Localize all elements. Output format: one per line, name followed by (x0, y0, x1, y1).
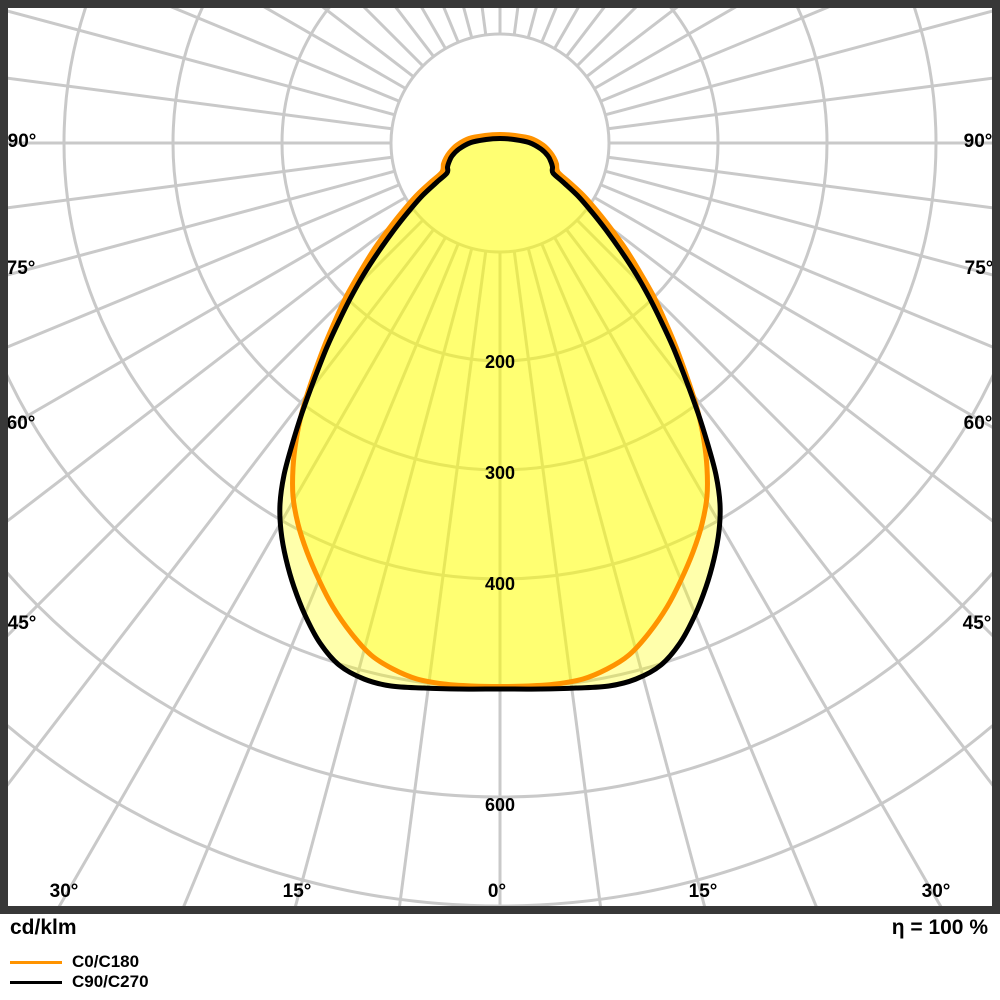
curve-c90-fill (279, 138, 721, 690)
grid-spoke-105 (604, 9, 992, 117)
grid-spoke-67.5 (600, 183, 992, 349)
angle-label: 30° (50, 881, 79, 902)
ring-value-label: 600 (485, 795, 515, 815)
legend-line-c90-icon (10, 981, 62, 984)
angle-label: 75° (8, 258, 35, 279)
grid-spoke-247.5 (170, 8, 400, 103)
ring-value-label: 300 (485, 463, 515, 483)
angle-label: 0° (488, 881, 506, 902)
efficiency-label: η = 100 % (891, 916, 988, 939)
angle-label: 15° (283, 881, 312, 902)
angle-label: 45° (963, 613, 992, 634)
grid-spoke-277.5 (8, 155, 393, 210)
grid-spoke-300 (8, 196, 407, 429)
grid-spoke-307.5 (8, 208, 415, 523)
angle-label: 75° (965, 258, 992, 279)
angle-label: 90° (964, 131, 992, 152)
grid-spoke-345 (294, 247, 474, 906)
ring-value-label: 400 (485, 574, 515, 594)
grid-spoke-75 (604, 169, 992, 277)
legend-line-c0-icon (10, 961, 62, 964)
ring-value-label: 200 (485, 352, 515, 372)
grid-spoke-337.5 (182, 243, 460, 906)
grid-spoke-7.5 (512, 250, 602, 906)
polar-chart: 200 300 400 600 90° 75° 60° 45° 90° 75° 60° 45° 30° 1… (8, 8, 992, 906)
curve-c90-c270 (277, 136, 723, 692)
unit-label: cd/klm (10, 916, 77, 939)
grid-spoke-315 (8, 219, 424, 638)
grid-spoke-97.5 (607, 76, 992, 131)
grid-spoke-112.5 (600, 8, 830, 103)
angle-label: 45° (8, 613, 36, 634)
legend-label-c90: C90/C270 (72, 972, 149, 991)
grid-spoke-45 (576, 219, 992, 638)
angle-label: 15° (689, 881, 718, 902)
grid-spoke-82.5 (607, 155, 992, 210)
angle-label: 30° (922, 881, 951, 902)
grid-spoke-22.5 (540, 243, 818, 906)
grid-spoke-322.5 (8, 228, 435, 787)
grid-spoke-285 (8, 169, 396, 277)
grid-spoke-60 (593, 196, 992, 429)
grid-spoke-30 (553, 236, 943, 906)
grid-spoke-255 (8, 9, 396, 117)
angle-label: 60° (8, 413, 35, 434)
grid-spoke-330 (57, 236, 447, 906)
grid-spoke-292.5 (8, 183, 400, 349)
angle-label: 60° (964, 413, 992, 434)
chart-frame: 200 300 400 600 90° 75° 60° 45° 90° 75° 60° 45° 30° 1… (0, 0, 1000, 914)
grid-spoke-52.5 (585, 208, 992, 523)
curve-c0-fill (292, 134, 708, 687)
grid-spoke-15 (526, 247, 706, 906)
grid-spoke-352.5 (398, 250, 488, 906)
angle-label: 90° (8, 131, 36, 152)
grid-spoke-217.5 (394, 8, 435, 58)
grid-spoke-37.5 (565, 228, 992, 787)
legend-label-c0: C0/C180 (72, 952, 140, 971)
grid-spoke-262.5 (8, 76, 393, 131)
grid-spoke-142.5 (565, 8, 606, 58)
